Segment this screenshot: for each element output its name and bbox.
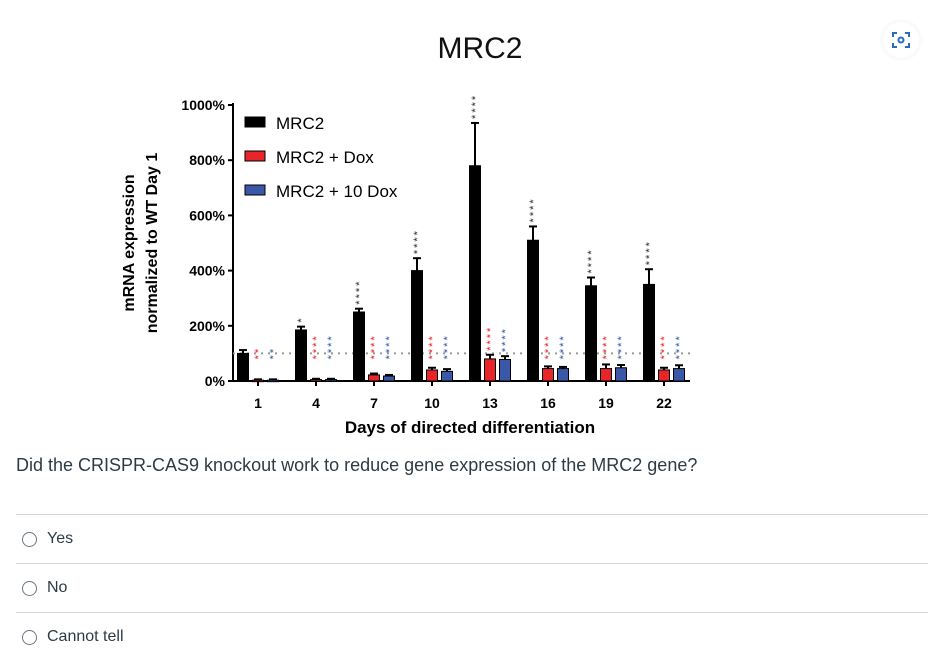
bar-mrc2 bbox=[295, 329, 307, 382]
bar-mrc2-10-dox bbox=[267, 379, 279, 383]
significance-marker: **** bbox=[354, 280, 366, 305]
x-axis-label: Days of directed differentiation bbox=[345, 418, 595, 437]
x-tick-label: 10 bbox=[424, 395, 440, 411]
bar-chart: MRC2 0% 200% 400% 600% 800% 1000% mRNA expressi… bbox=[121, 32, 690, 437]
bar-mrc2 bbox=[643, 283, 655, 382]
significance-marker: **** bbox=[442, 334, 454, 359]
significance-marker: **** bbox=[500, 327, 512, 352]
bar-mrc2-dox bbox=[310, 379, 322, 382]
bar-mrc2-dox bbox=[426, 369, 438, 382]
significance-marker: **** bbox=[659, 334, 671, 359]
bar-mrc2-10-dox bbox=[383, 375, 395, 382]
x-tick-label: 22 bbox=[656, 395, 672, 411]
legend-label: MRC2 + Dox bbox=[276, 148, 374, 167]
significance-marker: ** bbox=[253, 347, 265, 360]
bar-mrc2-10-dox bbox=[615, 367, 627, 382]
significance-marker: **** bbox=[427, 334, 439, 359]
significance-marker: **** bbox=[586, 248, 598, 273]
x-tick-label: 19 bbox=[598, 395, 614, 411]
y-tick-label: 600% bbox=[189, 207, 225, 223]
significance-marker: **** bbox=[485, 326, 497, 351]
significance-marker: **** bbox=[528, 197, 540, 222]
significance-marker: **** bbox=[644, 240, 656, 265]
y-tick-label: 0% bbox=[205, 373, 226, 389]
significance-marker: * bbox=[296, 316, 308, 322]
bar-mrc2-dox bbox=[600, 368, 612, 382]
bar-mrc2 bbox=[411, 270, 423, 382]
radio-button[interactable] bbox=[22, 629, 37, 645]
x-tick-label: 4 bbox=[312, 395, 320, 411]
significance-marker: **** bbox=[674, 334, 686, 359]
legend-swatch bbox=[244, 184, 266, 196]
bar-mrc2-10-dox bbox=[557, 368, 569, 382]
question-text: Did the CRISPR-CAS9 knockout work to red… bbox=[16, 455, 698, 475]
significance-marker: **** bbox=[384, 334, 396, 359]
significance-marker: **** bbox=[543, 334, 555, 359]
option-cannot-tell[interactable]: Cannot tell bbox=[16, 612, 928, 661]
legend-swatch bbox=[244, 116, 266, 128]
significance-marker: **** bbox=[470, 94, 482, 119]
x-tick-label: 7 bbox=[370, 395, 378, 411]
bar-mrc2 bbox=[585, 285, 597, 382]
y-tick-label: 1000% bbox=[181, 97, 225, 113]
bar-mrc2 bbox=[353, 311, 365, 382]
significance-marker: **** bbox=[369, 334, 381, 359]
image-tool-button[interactable] bbox=[883, 22, 919, 58]
x-tick-label: 1 bbox=[254, 395, 262, 411]
bar-mrc2-dox bbox=[542, 368, 554, 382]
bar-mrc2-dox bbox=[368, 374, 380, 382]
radio-button[interactable] bbox=[22, 531, 37, 547]
option-label: Yes bbox=[47, 530, 74, 547]
y-tick-label: 400% bbox=[189, 263, 225, 279]
legend-label: MRC2 + 10 Dox bbox=[276, 182, 398, 201]
bar-mrc2 bbox=[527, 239, 539, 382]
y-tick-label: 800% bbox=[189, 152, 225, 168]
legend-label: MRC2 bbox=[276, 114, 324, 133]
radio-button[interactable] bbox=[22, 580, 37, 596]
bar-mrc2 bbox=[237, 352, 249, 382]
bar-mrc2-10-dox bbox=[325, 379, 337, 382]
bar-mrc2-dox bbox=[484, 358, 496, 382]
option-no[interactable]: No bbox=[16, 563, 928, 612]
bar-mrc2-10-dox bbox=[441, 370, 453, 382]
option-label: No bbox=[47, 579, 68, 596]
legend-swatch bbox=[244, 150, 266, 162]
bar-mrc2-10-dox bbox=[673, 368, 685, 382]
significance-marker: **** bbox=[326, 334, 338, 359]
option-yes[interactable]: Yes bbox=[16, 514, 928, 563]
bar-mrc2 bbox=[469, 165, 481, 382]
bar-mrc2-10-dox bbox=[499, 358, 511, 382]
y-axis-label: mRNA expression bbox=[121, 174, 138, 311]
significance-marker: **** bbox=[311, 334, 323, 359]
x-tick-label: 16 bbox=[540, 395, 556, 411]
x-tick-label: 13 bbox=[482, 395, 498, 411]
chart-title: MRC2 bbox=[437, 32, 522, 65]
significance-marker: **** bbox=[616, 334, 628, 359]
y-axis-label: normalized to WT Day 1 bbox=[144, 153, 161, 334]
bar-mrc2-dox bbox=[658, 369, 670, 382]
option-label: Cannot tell bbox=[47, 628, 124, 645]
significance-marker: **** bbox=[558, 334, 570, 359]
significance-marker: **** bbox=[412, 229, 424, 254]
significance-marker: **** bbox=[601, 334, 613, 359]
significance-marker: ** bbox=[268, 347, 280, 360]
camera-focus-icon bbox=[892, 32, 910, 48]
bar-mrc2-dox bbox=[252, 379, 264, 383]
y-tick-label: 200% bbox=[189, 318, 225, 334]
